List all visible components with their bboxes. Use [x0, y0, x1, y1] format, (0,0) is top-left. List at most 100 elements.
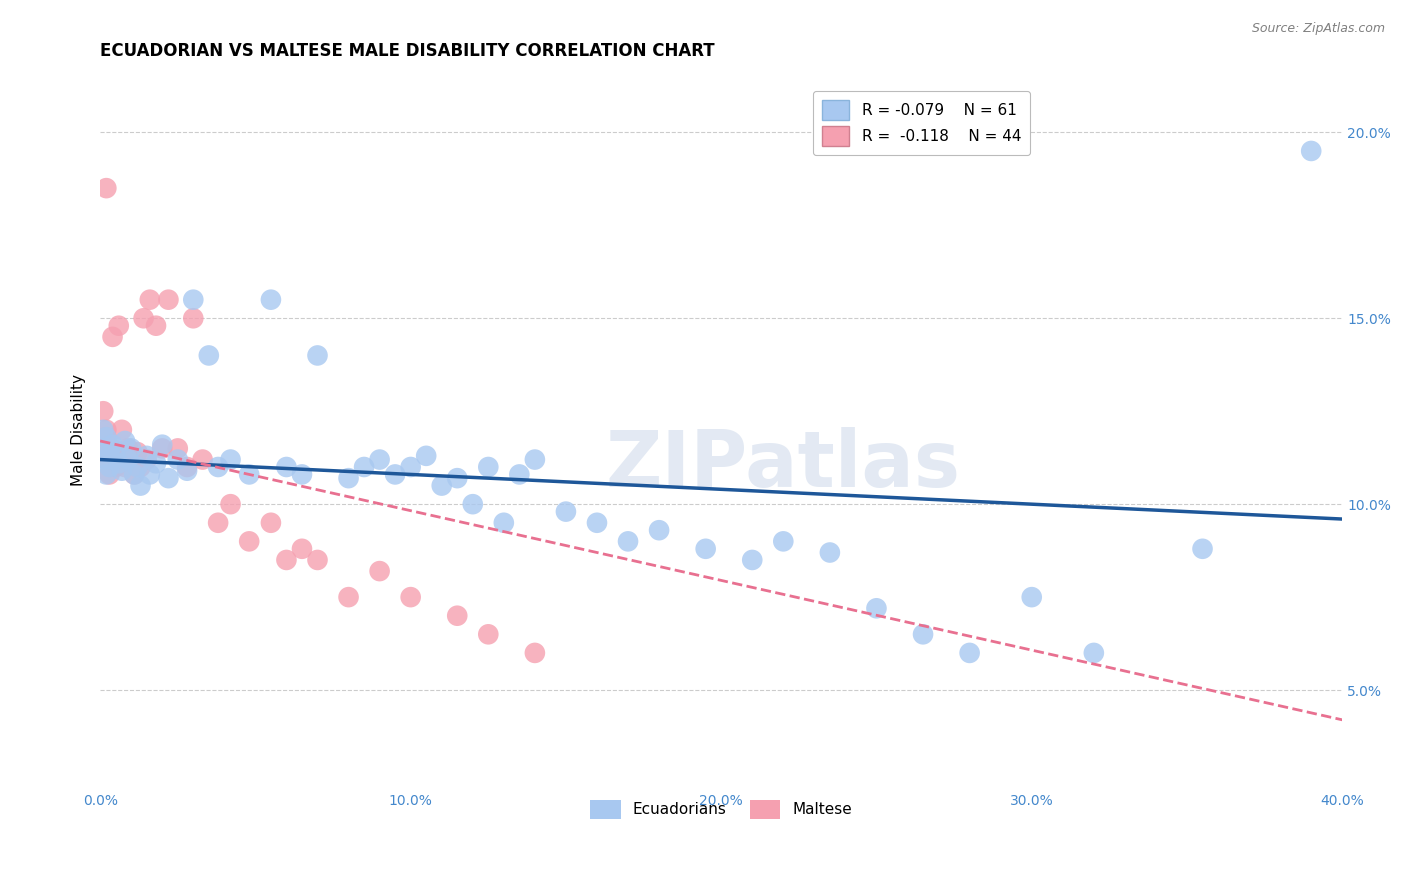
Point	[101, 438, 124, 452]
Point	[111, 464, 134, 478]
Point	[107, 318, 129, 333]
Point	[555, 505, 578, 519]
Point	[135, 449, 157, 463]
Point	[276, 553, 298, 567]
Point	[145, 456, 167, 470]
Point	[1083, 646, 1105, 660]
Point	[307, 348, 329, 362]
Point	[276, 460, 298, 475]
Point	[96, 423, 118, 437]
Point	[446, 608, 468, 623]
Point	[238, 534, 260, 549]
Point	[384, 467, 406, 482]
Point	[114, 460, 136, 475]
Point	[124, 467, 146, 482]
Point	[98, 452, 121, 467]
Point	[120, 452, 142, 467]
Point	[415, 449, 437, 463]
Point	[166, 452, 188, 467]
Point	[176, 464, 198, 478]
Point	[135, 452, 157, 467]
Point	[291, 541, 314, 556]
Point	[98, 467, 121, 482]
Point	[157, 471, 180, 485]
Point	[98, 445, 121, 459]
Point	[959, 646, 981, 660]
Point	[430, 478, 453, 492]
Point	[586, 516, 609, 530]
Point	[91, 442, 114, 456]
Point	[117, 452, 139, 467]
Point	[157, 293, 180, 307]
Point	[337, 590, 360, 604]
Point	[139, 467, 162, 482]
Point	[219, 452, 242, 467]
Point	[865, 601, 887, 615]
Point	[461, 497, 484, 511]
Point	[120, 442, 142, 456]
Point	[368, 564, 391, 578]
Point	[111, 452, 134, 467]
Point	[114, 434, 136, 448]
Point	[117, 442, 139, 456]
Point	[96, 181, 118, 195]
Point	[219, 497, 242, 511]
Point	[145, 318, 167, 333]
Point	[111, 423, 134, 437]
Point	[181, 311, 204, 326]
Point	[101, 330, 124, 344]
Point	[132, 311, 155, 326]
Point	[1301, 144, 1323, 158]
Point	[91, 404, 114, 418]
Point	[695, 541, 717, 556]
Point	[353, 460, 375, 475]
Point	[617, 534, 640, 549]
Point	[129, 460, 152, 475]
Point	[124, 467, 146, 482]
Point	[260, 516, 283, 530]
Point	[523, 646, 546, 660]
Point	[260, 293, 283, 307]
Point	[104, 460, 127, 475]
Point	[150, 438, 173, 452]
Point	[127, 445, 149, 459]
Point	[98, 460, 121, 475]
Point	[337, 471, 360, 485]
Point	[176, 460, 198, 475]
Point	[207, 460, 229, 475]
Legend: Ecuadorians, Maltese: Ecuadorians, Maltese	[583, 794, 858, 825]
Point	[399, 460, 422, 475]
Point	[96, 430, 118, 444]
Point	[912, 627, 935, 641]
Point	[107, 456, 129, 470]
Point	[446, 471, 468, 485]
Point	[198, 348, 221, 362]
Point	[477, 460, 499, 475]
Point	[523, 452, 546, 467]
Point	[492, 516, 515, 530]
Point	[181, 293, 204, 307]
Point	[818, 545, 841, 559]
Point	[96, 467, 118, 482]
Point	[1191, 541, 1213, 556]
Point	[96, 452, 118, 467]
Point	[207, 516, 229, 530]
Point	[129, 478, 152, 492]
Point	[368, 452, 391, 467]
Point	[104, 449, 127, 463]
Point	[127, 460, 149, 475]
Point	[238, 467, 260, 482]
Point	[107, 449, 129, 463]
Point	[150, 442, 173, 456]
Point	[772, 534, 794, 549]
Point	[741, 553, 763, 567]
Point	[91, 442, 114, 456]
Point	[1021, 590, 1043, 604]
Text: Source: ZipAtlas.com: Source: ZipAtlas.com	[1251, 22, 1385, 36]
Point	[191, 452, 214, 467]
Point	[96, 452, 118, 467]
Y-axis label: Male Disability: Male Disability	[72, 374, 86, 486]
Point	[166, 442, 188, 456]
Point	[477, 627, 499, 641]
Text: ZIPatlas: ZIPatlas	[606, 427, 960, 503]
